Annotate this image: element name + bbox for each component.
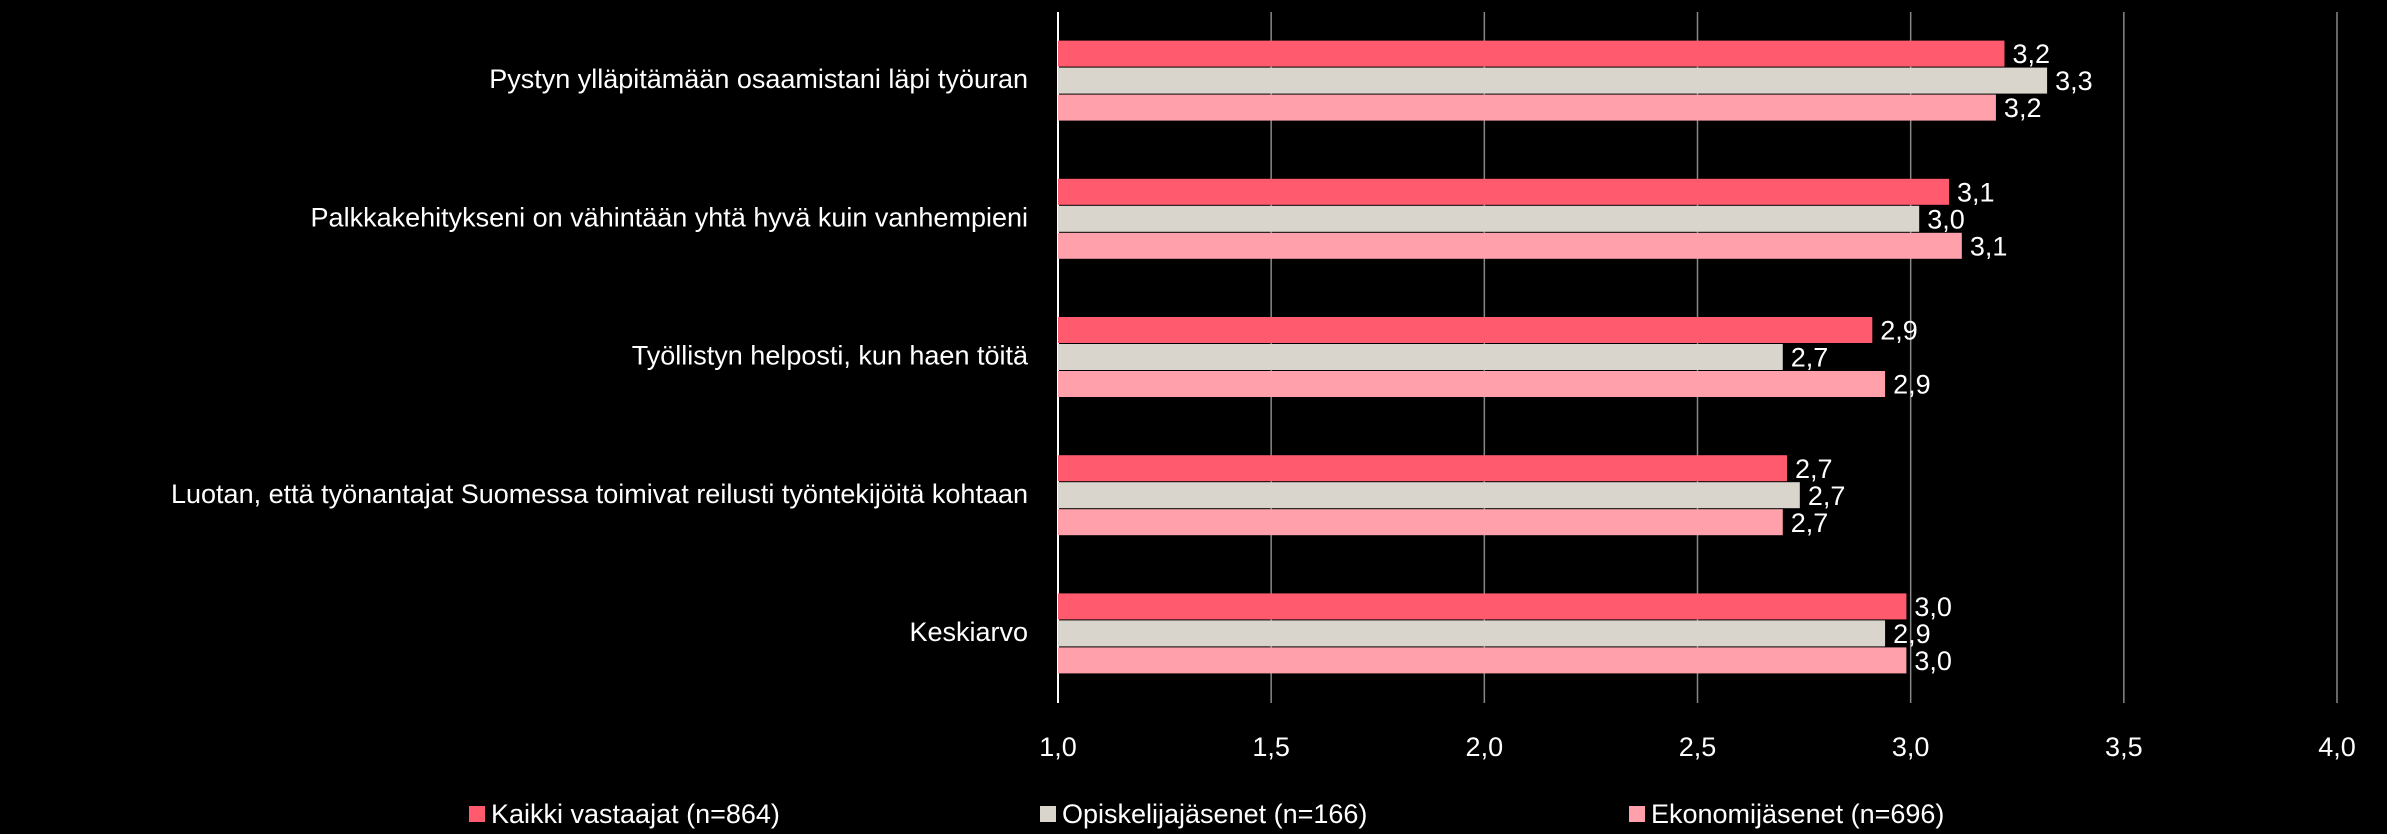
x-tick-label: 3,5 xyxy=(2105,732,2143,762)
category-label: Palkkakehitykseni on vähintään yhtä hyvä… xyxy=(311,202,1028,232)
x-tick-label: 2,0 xyxy=(1466,732,1504,762)
bar xyxy=(1058,509,1783,536)
bar xyxy=(1058,647,1907,674)
value-label: 2,7 xyxy=(1808,481,1846,511)
value-label: 2,9 xyxy=(1880,316,1918,346)
value-label: 3,1 xyxy=(1970,231,2008,261)
x-tick-label: 3,0 xyxy=(1892,732,1930,762)
bar xyxy=(1058,232,1962,259)
value-label: 3,0 xyxy=(1927,204,1965,234)
x-tick-label: 1,5 xyxy=(1252,732,1290,762)
bar xyxy=(1058,455,1788,482)
value-label: 2,7 xyxy=(1795,454,1833,484)
legend-swatch xyxy=(469,806,485,822)
category-label: Keskiarvo xyxy=(909,617,1028,647)
value-label: 3,2 xyxy=(2012,39,2050,69)
x-tick-label: 4,0 xyxy=(2318,732,2356,762)
bar xyxy=(1058,593,1907,620)
legend-label: Kaikki vastaajat (n=864) xyxy=(491,799,780,829)
category-label: Työllistyn helposti, kun haen töitä xyxy=(632,341,1029,371)
value-label: 3,1 xyxy=(1957,177,1995,207)
category-label: Pystyn ylläpitämään osaamistani läpi työ… xyxy=(489,64,1028,94)
bar xyxy=(1058,205,1920,232)
legend-label: Ekonomijäsenet (n=696) xyxy=(1651,799,1944,829)
value-label: 2,9 xyxy=(1893,619,1931,649)
legend-swatch xyxy=(1040,806,1056,822)
value-label: 3,0 xyxy=(1914,646,1952,676)
bar xyxy=(1058,344,1783,370)
value-label: 3,2 xyxy=(2004,93,2042,123)
category-label: Luotan, että työnantajat Suomessa toimiv… xyxy=(171,479,1028,509)
value-label: 2,7 xyxy=(1791,508,1829,538)
bar xyxy=(1058,178,1950,205)
bar xyxy=(1058,482,1800,509)
bar xyxy=(1058,67,2048,94)
x-tick-label: 2,5 xyxy=(1679,732,1717,762)
value-label: 2,7 xyxy=(1791,343,1829,373)
value-label: 3,0 xyxy=(1914,592,1952,622)
x-tick-label: 1,0 xyxy=(1039,732,1077,762)
value-label: 2,9 xyxy=(1893,370,1931,400)
legend-label: Opiskelijajäsenet (n=166) xyxy=(1062,799,1367,829)
bar xyxy=(1058,40,2005,67)
bar xyxy=(1058,620,1886,647)
bar xyxy=(1058,94,1996,121)
value-label: 3,3 xyxy=(2055,66,2093,96)
legend-swatch xyxy=(1629,806,1645,822)
bar xyxy=(1058,317,1873,343)
bar xyxy=(1058,371,1886,397)
